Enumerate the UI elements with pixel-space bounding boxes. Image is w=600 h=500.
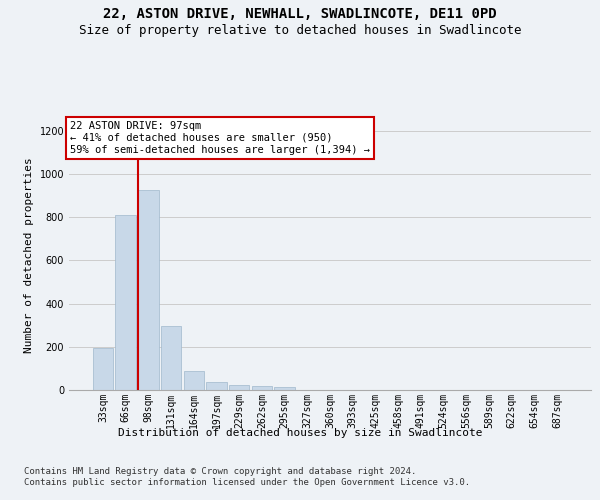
Bar [184, 371, 204, 390]
Bar [251, 386, 272, 390]
Bar [115, 215, 136, 390]
Bar [274, 388, 295, 390]
Text: Contains HM Land Registry data © Crown copyright and database right 2024.
Contai: Contains HM Land Registry data © Crown c… [24, 468, 470, 487]
Bar [138, 190, 158, 390]
Text: Size of property relative to detached houses in Swadlincote: Size of property relative to detached ho… [79, 24, 521, 37]
Bar [93, 348, 113, 390]
Text: 22, ASTON DRIVE, NEWHALL, SWADLINCOTE, DE11 0PD: 22, ASTON DRIVE, NEWHALL, SWADLINCOTE, D… [103, 8, 497, 22]
Y-axis label: Number of detached properties: Number of detached properties [24, 157, 34, 353]
Text: Distribution of detached houses by size in Swadlincote: Distribution of detached houses by size … [118, 428, 482, 438]
Bar [206, 382, 227, 390]
Text: 22 ASTON DRIVE: 97sqm
← 41% of detached houses are smaller (950)
59% of semi-det: 22 ASTON DRIVE: 97sqm ← 41% of detached … [70, 122, 370, 154]
Bar [161, 326, 181, 390]
Bar [229, 385, 250, 390]
